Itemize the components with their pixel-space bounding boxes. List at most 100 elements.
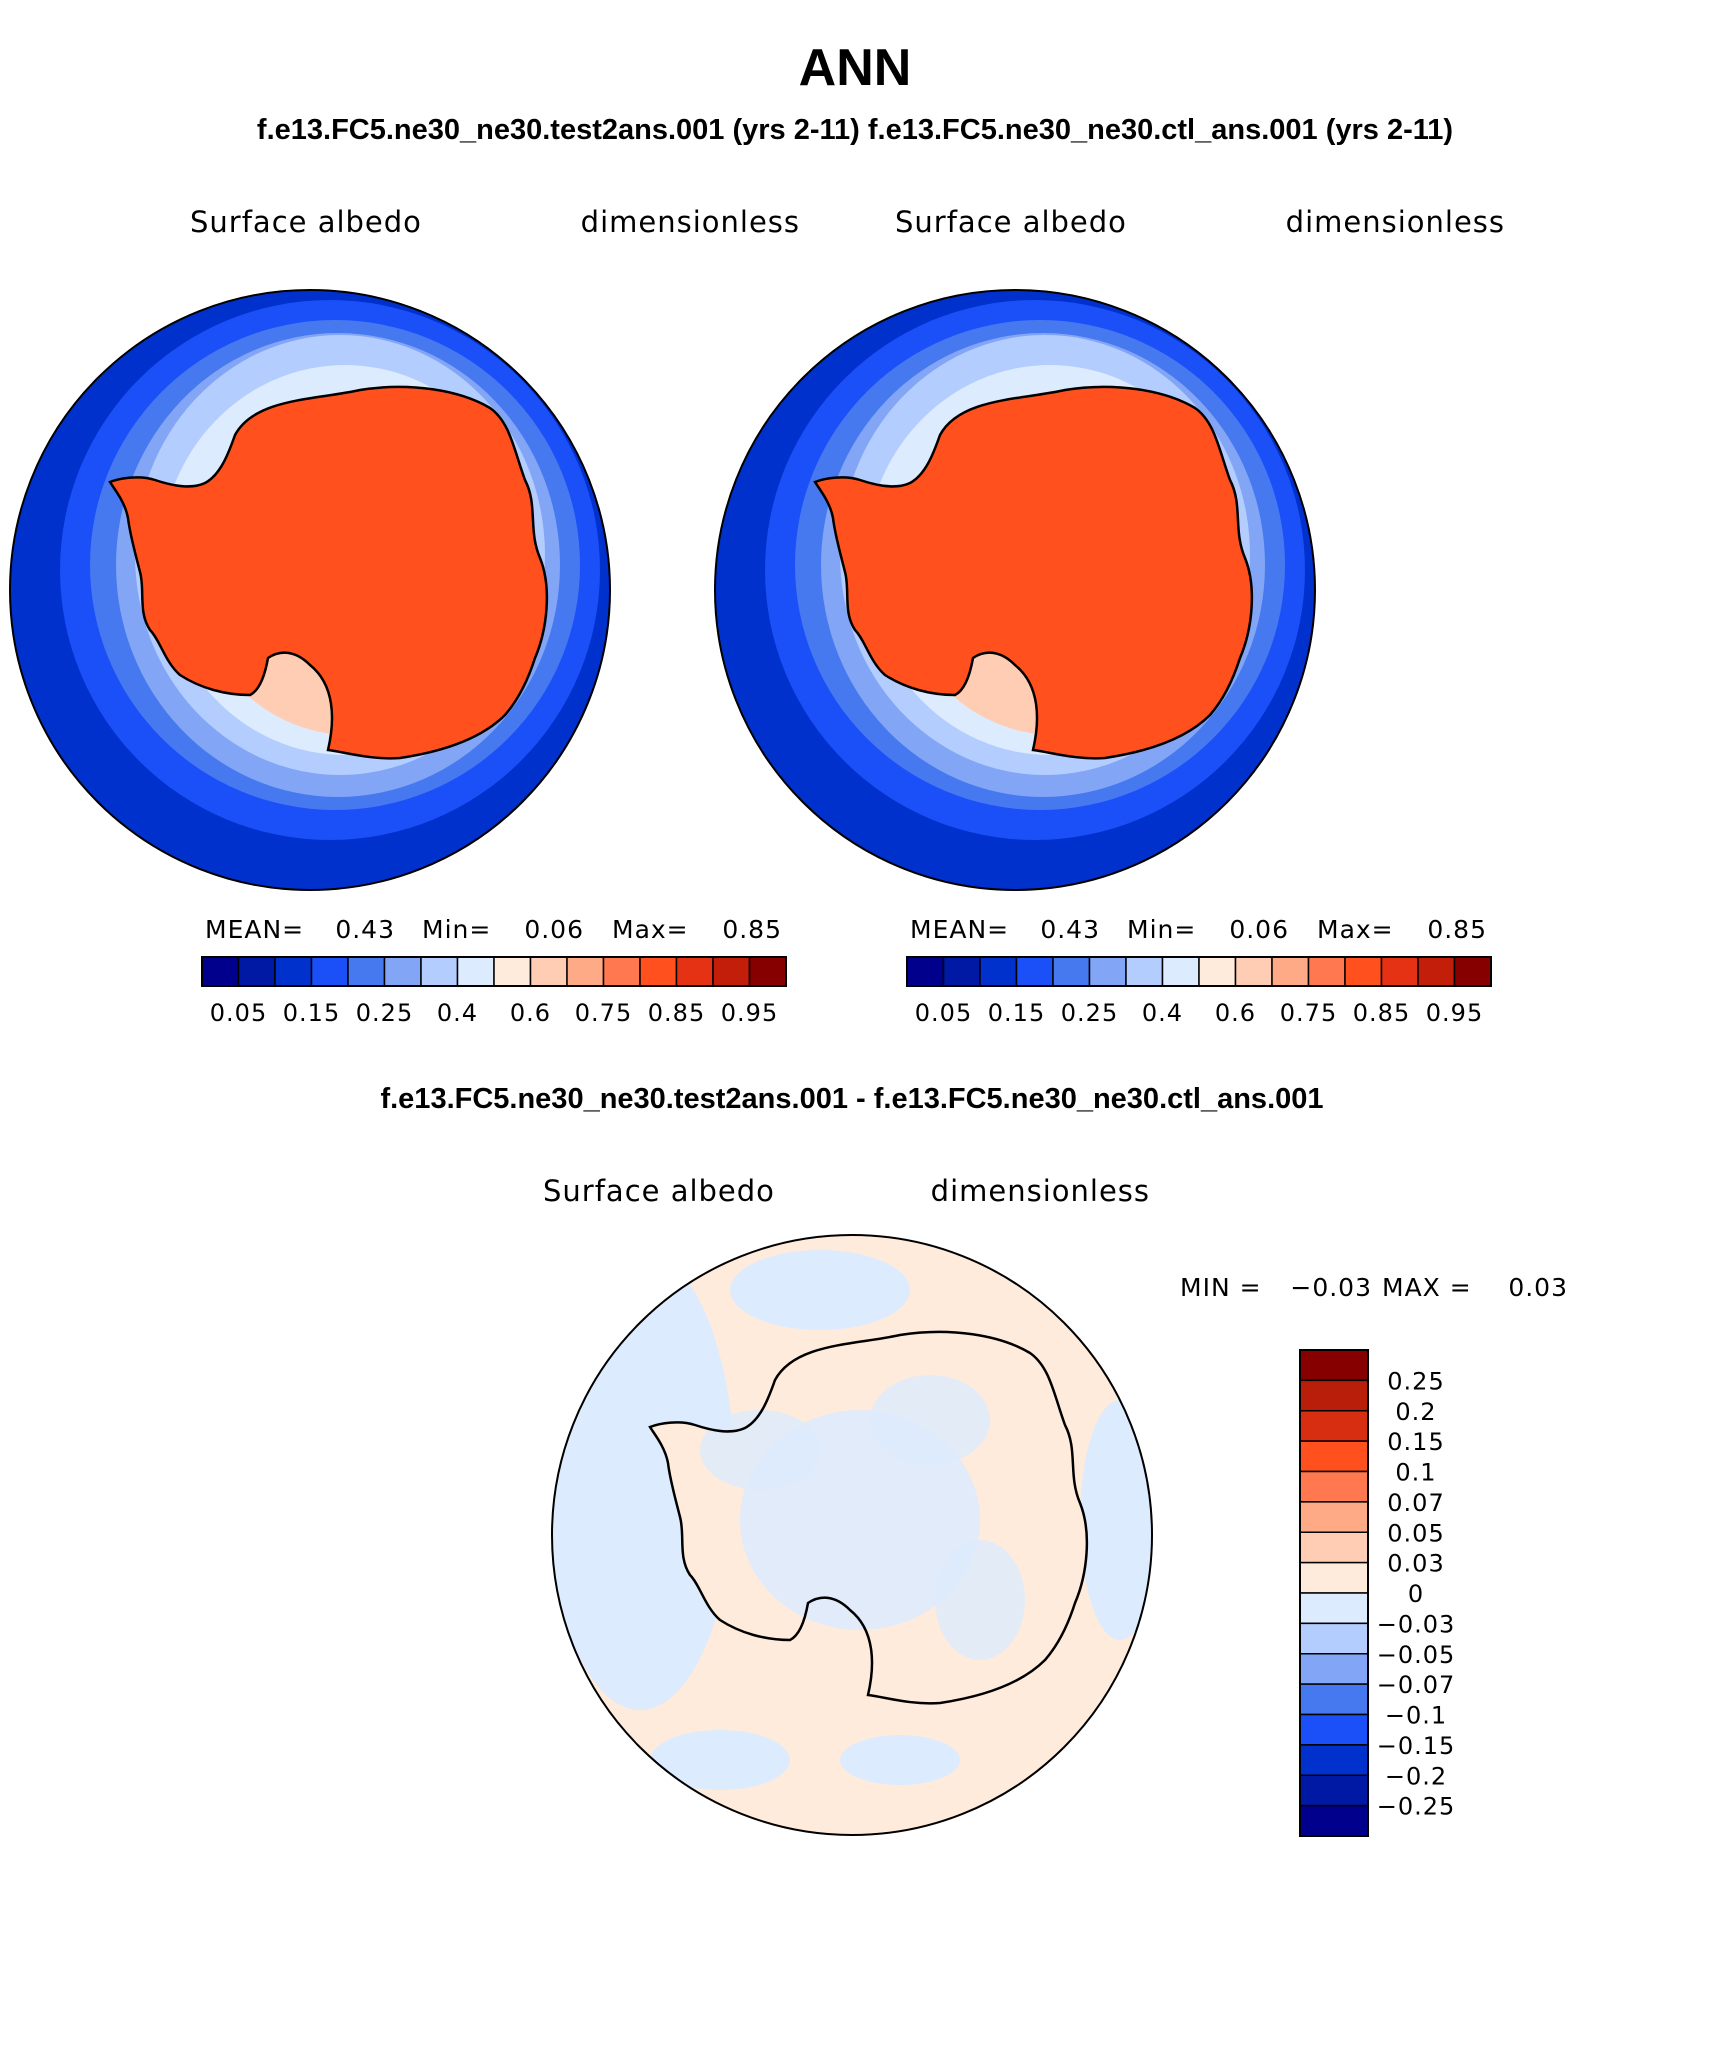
panel-diff-map (552, 1235, 1152, 1835)
colorbar-ctl-tick-label: 0.4 (1142, 999, 1183, 1027)
colorbar-ctl-swatch (1417, 956, 1456, 987)
colorbar-diff-tick-label: 0.2 (1395, 1398, 1436, 1426)
colorbar-ctl-swatch (1234, 956, 1273, 987)
colorbar-diff-swatch (1299, 1501, 1369, 1533)
panel-ctl: Surface albedo dimensionless MEAN= 0.43 … (714, 205, 1504, 1027)
colorbar-diff-tick-label: 0.07 (1387, 1489, 1444, 1517)
colorbar-ctl-frame (906, 956, 1492, 987)
colorbar-test-frame (201, 956, 787, 987)
colorbar-ctl-tick-label: 0.15 (988, 999, 1045, 1027)
colorbar-test-swatch (420, 956, 459, 987)
colorbar-test-swatch (748, 956, 787, 987)
colorbar-ctl-tick-label: 0.75 (1280, 999, 1337, 1027)
colorbar-diff-frame (1299, 1349, 1369, 1837)
colorbar-diff-tick-label: 0.1 (1395, 1459, 1436, 1487)
panel-test-max: 0.85 (722, 915, 782, 944)
colorbar-diff-swatch (1299, 1774, 1369, 1807)
colorbar-test-swatch (456, 956, 495, 987)
panel-ctl-min: 0.06 (1229, 915, 1289, 944)
panel-test-min: 0.06 (524, 915, 584, 944)
colorbar-test-swatch (529, 956, 568, 987)
colorbar-ctl-tick-label: 0.25 (1061, 999, 1118, 1027)
colorbar-diff-swatch (1299, 1744, 1369, 1776)
colorbar-diff-swatch (1299, 1713, 1369, 1746)
colorbar-diff-swatch (1299, 1622, 1369, 1655)
panel-test-variable: Surface albedo (190, 205, 422, 239)
colorbar-diff-tick-label: −0.25 (1377, 1793, 1456, 1821)
colorbar-ctl-swatch (906, 956, 945, 987)
colorbar-test-swatch (274, 956, 313, 987)
colorbar-ctl-swatch (1161, 956, 1200, 987)
colorbar-diff-swatch (1299, 1440, 1369, 1473)
colorbar-diff-swatch (1299, 1683, 1369, 1716)
colorbar-test-swatch (237, 956, 276, 987)
panel-test-mean-label: MEAN= (205, 915, 304, 944)
panel-diff: Surface albedo dimensionless MIN = −0.03… (543, 1174, 1567, 1837)
colorbar-test-swatch (347, 956, 386, 987)
panel-test-map (10, 290, 610, 890)
colorbar-diff-swatch (1299, 1592, 1369, 1625)
panel-test-units: dimensionless (581, 205, 800, 239)
colorbar-test-swatch (602, 956, 641, 987)
panel-diff-min: −0.03 (1290, 1273, 1372, 1302)
colorbar-diff-tick-label: 0.03 (1387, 1550, 1444, 1578)
panel-diff-min-label: MIN = (1180, 1273, 1262, 1302)
panel-ctl-mean: 0.43 (1040, 915, 1100, 944)
colorbar-diff-tick-label: 0 (1408, 1580, 1424, 1608)
colorbar-test-tick-label: 0.15 (283, 999, 340, 1027)
panel-ctl-map-border (714, 289, 1316, 891)
colorbar-diff-swatch (1299, 1653, 1369, 1685)
colorbar-diff-swatch (1299, 1470, 1369, 1503)
panel-test-mean: 0.43 (335, 915, 395, 944)
colorbar-test-tick-label: 0.85 (648, 999, 705, 1027)
colorbar-ctl-swatch (1453, 956, 1492, 987)
diff-header: f.e13.FC5.ne30_ne30.test2ans.001 - f.e13… (380, 1083, 1323, 1115)
colorbar-ctl-swatch (1015, 956, 1054, 987)
panel-test-max-label: Max= (612, 915, 689, 944)
colorbar-diff-swatch (1299, 1531, 1369, 1564)
colorbar-diff-swatch (1299, 1410, 1369, 1442)
colorbar-diff-tick-label: −0.07 (1377, 1671, 1456, 1699)
panel-diff-colorbar: 0.250.20.150.10.070.050.030−0.03−0.05−0.… (1299, 1349, 1456, 1837)
panel-ctl-min-label: Min= (1127, 915, 1196, 944)
colorbar-ctl-swatch (1088, 956, 1127, 987)
colorbar-ctl-swatch (1307, 956, 1346, 987)
colorbar-diff-tick-label: −0.15 (1377, 1732, 1456, 1760)
panel-test-min-label: Min= (422, 915, 491, 944)
colorbar-ctl-swatch (1125, 956, 1164, 987)
colorbar-diff-tick-label: 0.05 (1387, 1519, 1444, 1547)
panel-ctl-map (715, 290, 1315, 890)
panel-ctl-max: 0.85 (1427, 915, 1487, 944)
panel-diff-units: dimensionless (931, 1174, 1150, 1208)
panel-diff-max-label: MAX = (1382, 1273, 1472, 1302)
panel-diff-map-border (551, 1234, 1153, 1836)
colorbar-diff-swatch (1299, 1561, 1369, 1594)
panel-test-map-border (9, 289, 611, 891)
colorbar-ctl-tick-label: 0.6 (1215, 999, 1256, 1027)
colorbar-test-tick-label: 0.75 (575, 999, 632, 1027)
panel-ctl-mean-label: MEAN= (910, 915, 1009, 944)
top-header: f.e13.FC5.ne30_ne30.test2ans.001 (yrs 2-… (257, 114, 1453, 146)
colorbar-test-swatch (566, 956, 605, 987)
panel-ctl-colorbar: 0.05 0.15 0.25 0.4 0.6 0.75 0.85 0.95 (906, 956, 1492, 1027)
colorbar-test-swatch (310, 956, 349, 987)
colorbar-ctl-swatch (1380, 956, 1419, 987)
colorbar-ctl-swatch (1198, 956, 1237, 987)
colorbar-diff-tick-label: −0.05 (1377, 1641, 1456, 1669)
colorbar-ctl-tick-label: 0.95 (1426, 999, 1483, 1027)
season-title: ANN (799, 39, 912, 97)
colorbar-ctl-swatch (1271, 956, 1310, 987)
panel-diff-variable: Surface albedo (543, 1174, 775, 1208)
colorbar-test-tick-label: 0.95 (721, 999, 778, 1027)
colorbar-ctl-swatch (1344, 956, 1383, 987)
colorbar-ctl-swatch (942, 956, 981, 987)
colorbar-test-swatch (493, 956, 532, 987)
colorbar-ctl-tick-label: 0.85 (1353, 999, 1410, 1027)
colorbar-test-tick-label: 0.4 (437, 999, 478, 1027)
colorbar-test-tick-label: 0.25 (356, 999, 413, 1027)
colorbar-diff-swatch (1299, 1804, 1369, 1837)
colorbar-diff-tick-label: 0.15 (1387, 1428, 1444, 1456)
panel-test: Surface albedo dimensionless MEAN= 0.43 … (9, 205, 800, 1027)
colorbar-diff-tick-label: 0.25 (1387, 1367, 1444, 1395)
